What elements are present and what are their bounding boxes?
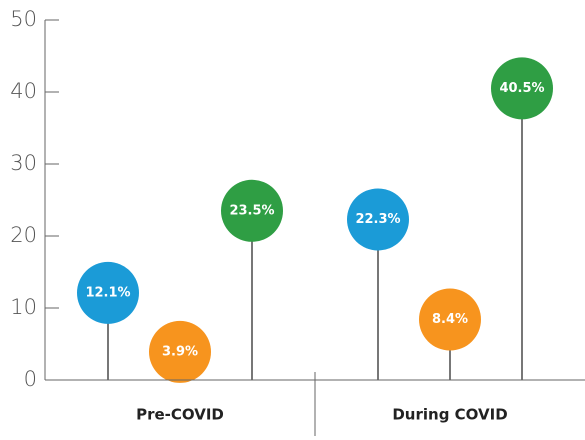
lollipop-head — [221, 179, 283, 242]
value-label: 8.4% — [432, 312, 468, 327]
lollipop-head — [491, 57, 553, 120]
value-label: 23.5% — [229, 203, 274, 218]
value-label: 3.9% — [162, 344, 198, 359]
value-label: 22.3% — [355, 212, 400, 227]
value-label: 40.5% — [499, 81, 544, 96]
x-tick-label: Pre-COVID — [136, 406, 224, 424]
lollipop-head — [77, 261, 139, 324]
lollipop-head — [149, 320, 211, 383]
y-tick-label: 30 — [10, 151, 37, 175]
y-tick-label: 10 — [10, 295, 37, 319]
x-tick-label: During COVID — [392, 406, 507, 424]
y-tick-label: 40 — [10, 79, 37, 103]
y-tick-label: 0 — [24, 367, 37, 391]
y-tick-label: 50 — [10, 7, 37, 31]
lollipop-head — [347, 188, 409, 251]
y-tick-label: 20 — [10, 223, 37, 247]
lollipop-head — [419, 288, 481, 351]
value-label: 12.1% — [85, 285, 130, 300]
